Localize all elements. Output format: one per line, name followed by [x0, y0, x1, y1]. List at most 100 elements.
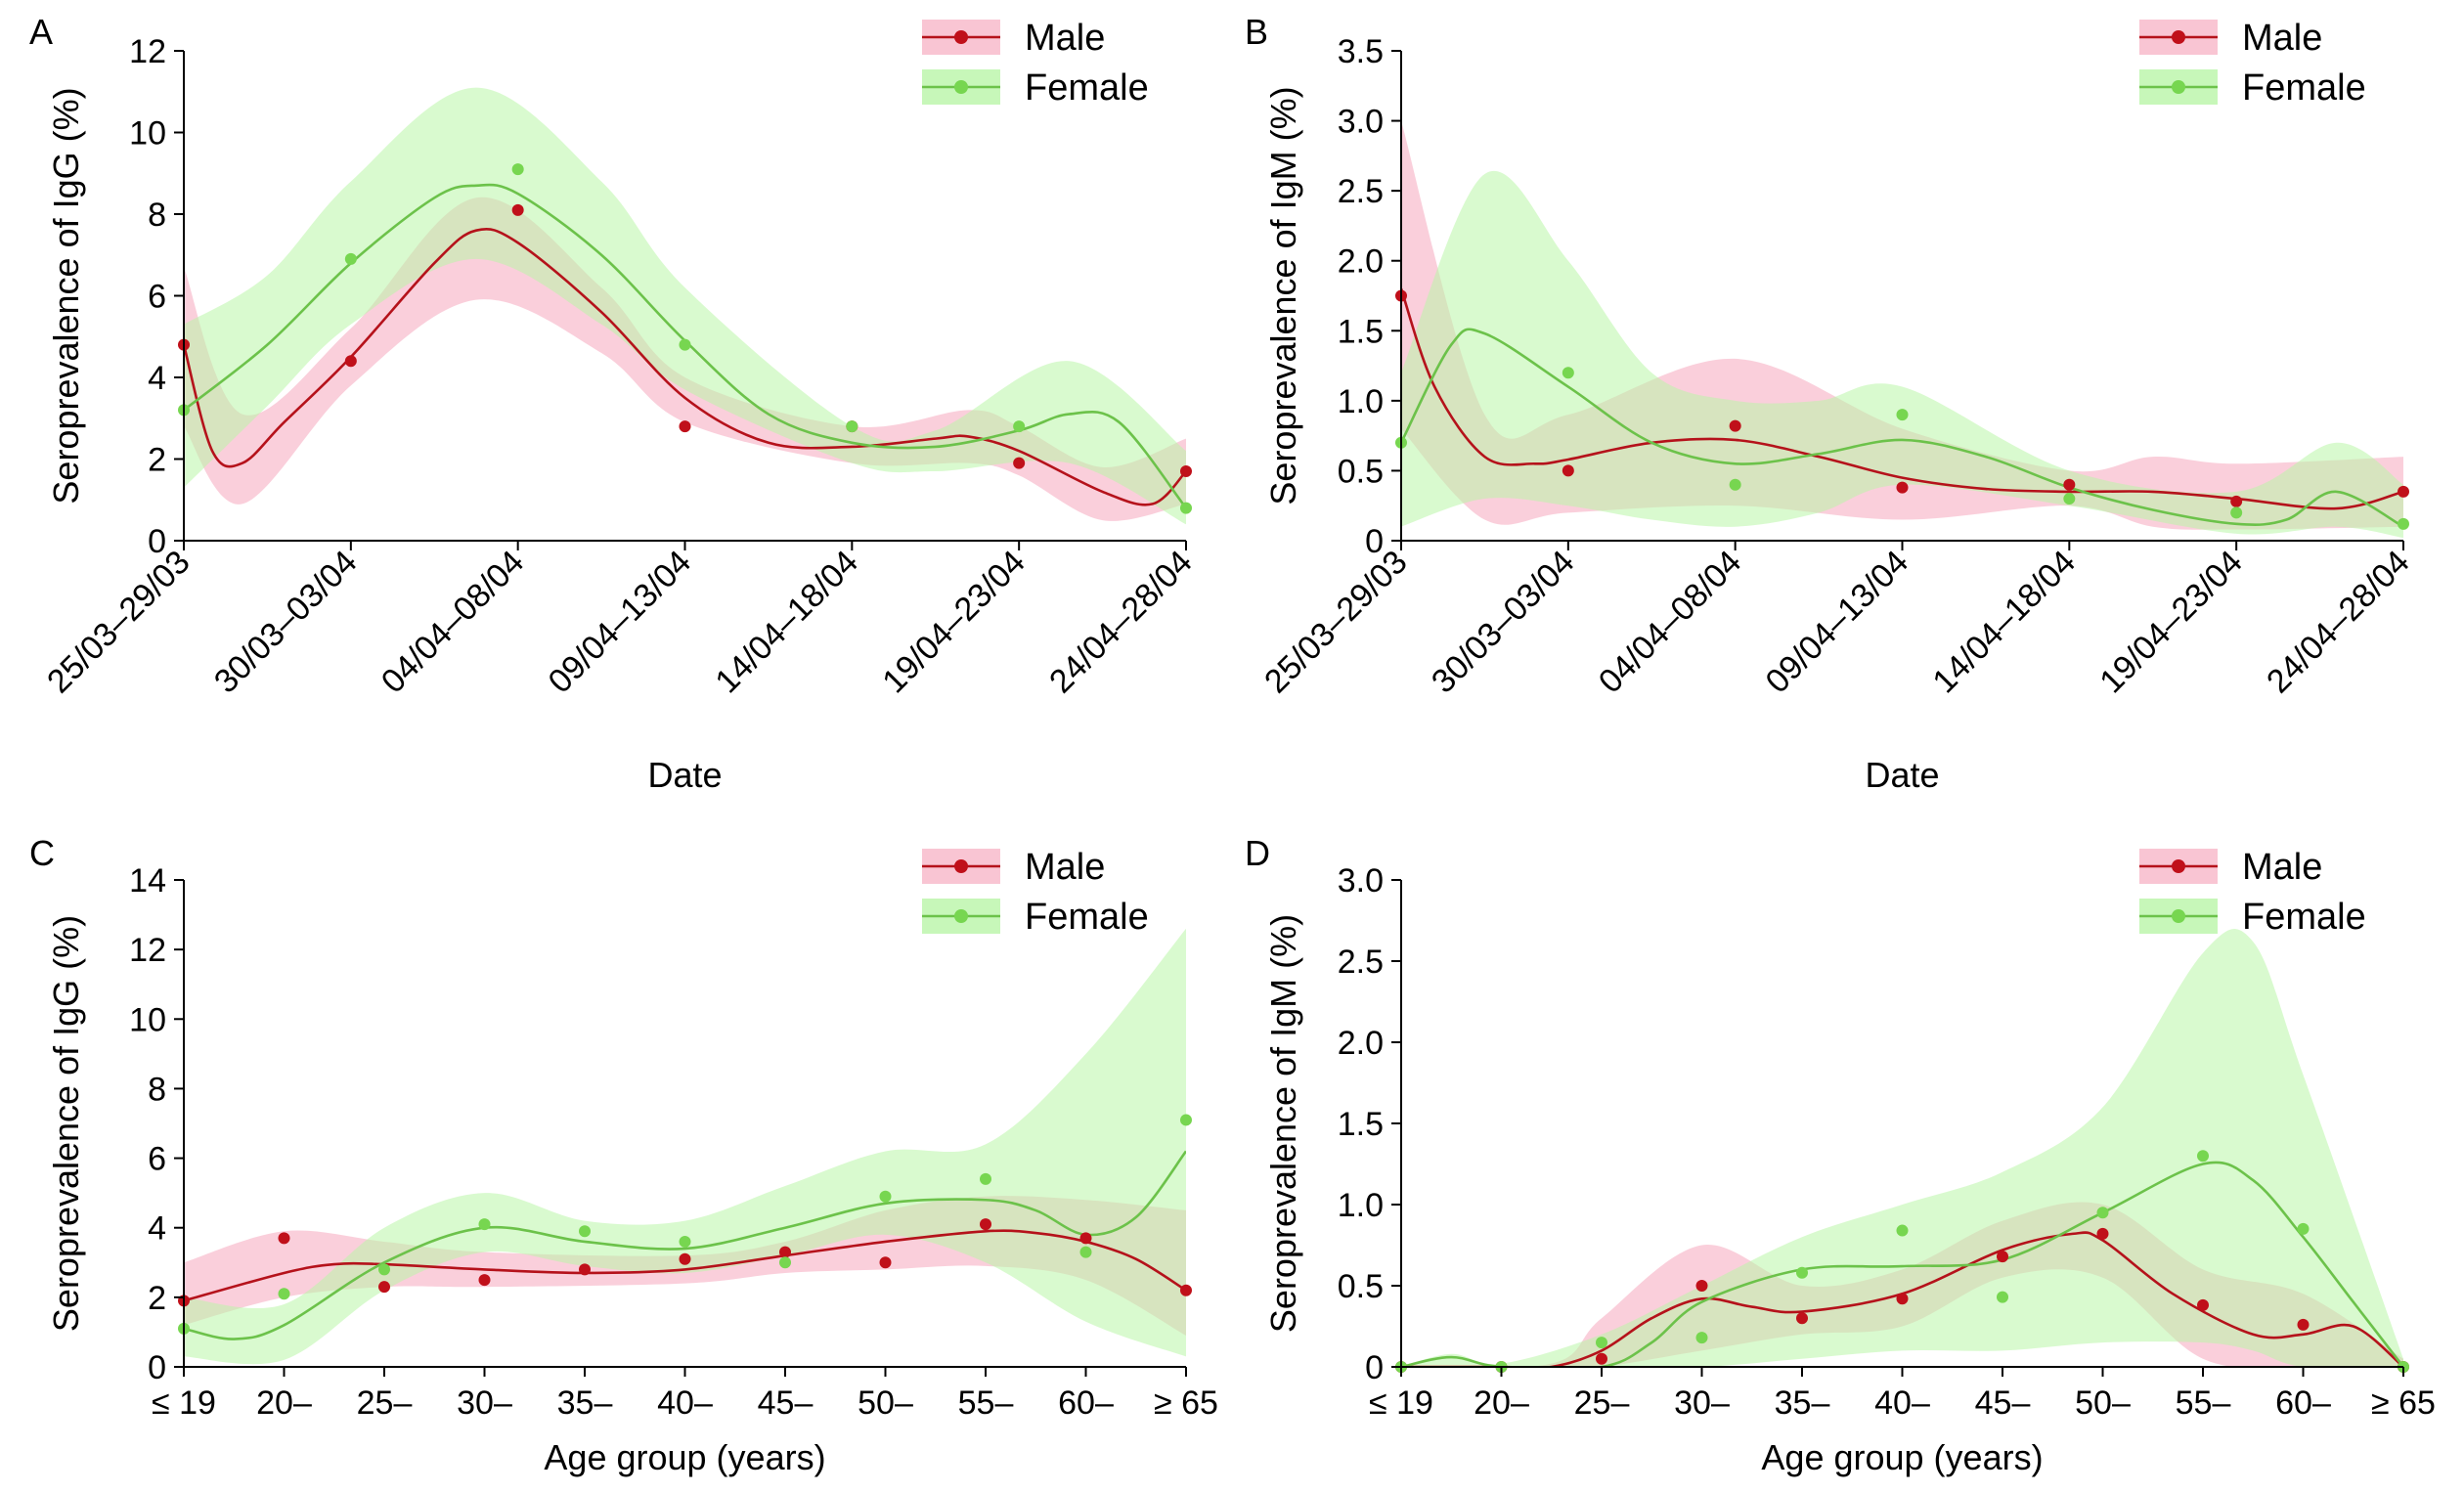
panel-label: D: [1245, 833, 1270, 873]
y-tick-label: 2.0: [1338, 243, 1384, 281]
legend: Male Female: [2139, 847, 2366, 938]
female-legend-label: Female: [1025, 897, 1149, 938]
male-point: [1695, 1280, 1708, 1292]
male-legend-label: Male: [1025, 18, 1105, 59]
male-point: [579, 1263, 591, 1276]
chart-panel-a: 0 2 4 6 8 10 12 25/03–29/03 30/03–03/04 04/04–08/…: [29, 12, 1200, 795]
x-tick-label: 24/04–28/04: [2260, 544, 2417, 701]
y-tick-label: 1.0: [1338, 383, 1384, 420]
y-axis-title: Seroprevalence of IgM (%): [1263, 914, 1303, 1333]
male-point: [2230, 495, 2243, 507]
x-tick-label: 30–: [1674, 1384, 1730, 1422]
y-tick-label: 6: [148, 279, 166, 316]
female-point: [679, 1235, 691, 1248]
male-point: [378, 1281, 390, 1294]
male-point: [2063, 478, 2076, 491]
x-tick-label: 30/03–03/04: [1425, 544, 1582, 701]
male-point: [278, 1232, 290, 1245]
female-point: [1596, 1337, 1607, 1349]
male-point: [1079, 1232, 1092, 1245]
male-point: [779, 1246, 791, 1258]
x-tick-label: ≥ 65: [2371, 1384, 2436, 1422]
x-tick-label: ≤ 19: [1369, 1384, 1433, 1422]
female-point: [1796, 1266, 1808, 1279]
male-legend-marker: [954, 859, 968, 873]
female-point: [378, 1263, 390, 1276]
female-point: [344, 252, 357, 265]
female-point: [1695, 1332, 1708, 1344]
x-tick-label: 09/04–13/04: [1759, 544, 1916, 701]
female-point: [679, 338, 691, 351]
female-point: [478, 1218, 491, 1231]
female-fitted-line: [1401, 1161, 2403, 1367]
y-axis-title: Seroprevalence of IgG (%): [46, 87, 86, 504]
x-axis-title: Date: [1865, 755, 1939, 795]
legend: Male Female: [2139, 18, 2366, 109]
female-point: [1896, 409, 1909, 421]
y-tick-label: 8: [148, 1071, 166, 1108]
male-point: [1180, 465, 1192, 478]
x-tick-label: 20–: [256, 1384, 312, 1422]
female-legend-marker: [2172, 909, 2185, 923]
plot-area: [1401, 120, 2403, 539]
female-point: [1997, 1291, 2008, 1303]
male-point: [2297, 1318, 2310, 1331]
x-tick-label: 04/04–08/04: [374, 544, 532, 701]
x-tick-label: 30–: [457, 1384, 512, 1422]
x-tick-label: 14/04–18/04: [1925, 544, 2083, 701]
female-point: [980, 1172, 991, 1185]
y-tick-label: 4: [148, 1210, 166, 1248]
female-point: [1562, 367, 1574, 379]
x-tick-label: 50–: [858, 1384, 913, 1422]
male-point: [478, 1274, 491, 1287]
panel-label: B: [1245, 12, 1268, 52]
male-point: [1562, 464, 1574, 477]
y-tick-label: 0: [148, 523, 166, 560]
y-tick-label: 2: [148, 442, 166, 479]
female-confidence-band: [1401, 170, 2403, 539]
x-tick-label: 25/03–29/03: [40, 544, 198, 701]
male-point: [1180, 1284, 1192, 1296]
y-tick-label: 2.5: [1338, 173, 1384, 210]
male-point: [2197, 1298, 2209, 1311]
male-point: [679, 420, 691, 433]
x-tick-label: 19/04–23/04: [875, 544, 1033, 701]
female-point: [511, 163, 524, 176]
female-legend-marker: [954, 909, 968, 923]
x-tick-label: 45–: [758, 1384, 814, 1422]
female-legend-label: Female: [2242, 67, 2366, 109]
female-point: [1729, 478, 1741, 491]
y-tick-label: 1.5: [1338, 1106, 1384, 1143]
x-tick-label: 35–: [1775, 1384, 1830, 1422]
female-point: [2096, 1207, 2109, 1219]
female-legend-marker: [2172, 80, 2185, 94]
female-fitted-line: [184, 183, 1186, 509]
y-tick-label: 6: [148, 1141, 166, 1178]
female-point: [779, 1256, 791, 1269]
y-tick-label: 2: [148, 1280, 166, 1317]
male-legend-marker: [954, 30, 968, 44]
female-point: [2230, 506, 2243, 519]
male-point: [2398, 485, 2409, 498]
x-tick-label: 30/03–03/04: [207, 544, 365, 701]
female-fitted-line: [1401, 328, 2403, 528]
x-tick-label: 40–: [1874, 1384, 1930, 1422]
y-tick-label: 10: [129, 1001, 166, 1038]
x-tick-label: 14/04–18/04: [708, 544, 865, 701]
female-point: [278, 1288, 290, 1300]
female-confidence-band: [184, 928, 1186, 1365]
x-tick-label: 04/04–08/04: [1592, 544, 1749, 701]
plot-area: [1401, 929, 2403, 1367]
x-axis-title: Age group (years): [1761, 1437, 2043, 1477]
female-point: [1079, 1246, 1092, 1258]
y-tick-label: 12: [129, 33, 166, 70]
y-tick-label: 0: [1365, 523, 1384, 560]
chart-panel-b: 0 0.5 1.0 1.5 2.0 2.5 3.0 3.5 25/03–29/03 30/03–0…: [1245, 12, 2417, 795]
female-point: [1180, 1114, 1192, 1126]
male-legend-label: Male: [2242, 847, 2322, 888]
y-tick-label: 10: [129, 115, 166, 153]
female-point: [1180, 502, 1192, 514]
female-point: [846, 420, 858, 433]
x-tick-label: 09/04–13/04: [542, 544, 699, 701]
chart-panel-c: 0 2 4 6 8 10 12 14 ≤ 19 20– 25– 30– 35– 40– 45– 50– 55– 6…: [29, 833, 1218, 1477]
